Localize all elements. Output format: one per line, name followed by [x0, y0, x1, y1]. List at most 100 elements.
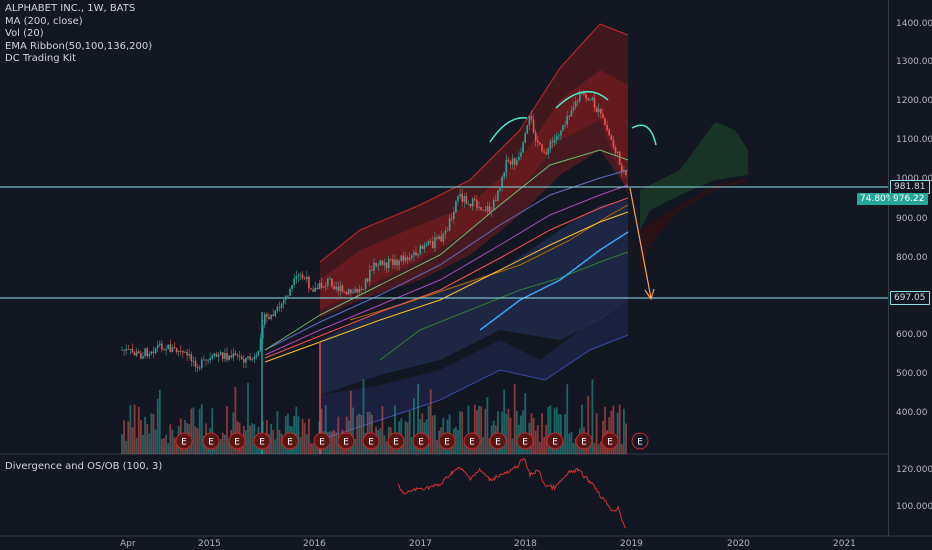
volume-bar [169, 424, 172, 454]
volume-bar [560, 414, 562, 454]
candle-body [480, 207, 482, 211]
candle-body [530, 116, 533, 120]
divergence-line [397, 457, 627, 529]
symbol-label[interactable]: ALPHABET INC., 1W, BATS [5, 3, 136, 14]
volume-bar [476, 410, 478, 454]
candle-body [589, 99, 592, 101]
volume-bar [249, 425, 251, 454]
price-tick: 400.00 [896, 408, 928, 418]
volume-bar [333, 430, 335, 454]
candle-body [280, 303, 283, 308]
volume-bar [486, 397, 489, 454]
divergence-legend[interactable]: Divergence and OS/OB (100, 3) [5, 461, 163, 472]
candle-body [537, 140, 539, 143]
volume-bar [534, 430, 537, 454]
volume-bar [539, 441, 541, 454]
earnings-marker[interactable]: E [463, 432, 481, 450]
candle-body [492, 199, 495, 211]
earnings-marker[interactable]: E [313, 432, 331, 450]
candle-body [507, 159, 510, 162]
volume-bar [156, 398, 159, 454]
indicator-ma[interactable]: MA (200, close) [5, 15, 83, 27]
left-shoulder-arc[interactable] [489, 116, 528, 143]
volume-bar [215, 441, 218, 454]
volume-bar [337, 416, 340, 454]
candle-body [251, 359, 253, 361]
volume-bar [543, 436, 545, 454]
svg-text:E: E [469, 438, 475, 448]
indicator-ema-ribbon[interactable]: EMA Ribbon(50,100,136,200) [5, 40, 153, 52]
candle-body [436, 237, 438, 239]
earnings-marker[interactable]: E [575, 432, 593, 450]
earnings-marker[interactable]: E [516, 432, 534, 450]
indicator-dc-trading-kit[interactable]: DC Trading Kit [5, 53, 76, 65]
volume-bar [278, 429, 281, 454]
earnings-marker[interactable]: E [387, 432, 405, 450]
candle-body [465, 196, 468, 205]
candle-body [450, 218, 453, 220]
current-price-tag[interactable]: 976.22 [890, 193, 928, 205]
earnings-marker[interactable]: E [631, 432, 649, 450]
projection-cloud [640, 122, 748, 275]
volume-bar [127, 421, 130, 454]
candle-body [560, 130, 562, 136]
volume-bar [276, 411, 279, 454]
indicator-vol[interactable]: Vol (20) [5, 28, 44, 40]
earnings-marker[interactable]: E [362, 432, 380, 450]
candle-body [551, 141, 554, 143]
projection-arrow[interactable] [629, 187, 655, 301]
upper-band-cloud [320, 24, 628, 318]
candle-body [253, 356, 256, 360]
candle-body [217, 355, 220, 357]
resistance-price-tag[interactable]: 981.81 [890, 180, 930, 194]
candle-body [127, 349, 130, 350]
candle-body [593, 97, 596, 108]
volume-bar [524, 393, 527, 454]
candle-body [417, 253, 419, 256]
earnings-marker[interactable]: E [253, 432, 271, 450]
candle-body [123, 349, 125, 351]
candle-body [278, 307, 281, 308]
price-axis[interactable] [888, 0, 932, 536]
earnings-marker[interactable]: E [438, 432, 456, 450]
earnings-marker[interactable]: E [228, 432, 246, 450]
earnings-marker[interactable]: E [412, 432, 430, 450]
candle-body [255, 354, 258, 357]
support-price-tag[interactable]: 697.05 [890, 291, 930, 305]
earnings-marker[interactable]: E [337, 432, 355, 450]
candle-body [488, 206, 491, 212]
candle-body [314, 287, 316, 292]
earnings-marker[interactable]: E [601, 432, 619, 450]
right-shoulder-arc[interactable] [631, 124, 657, 146]
candle-body [148, 353, 151, 356]
svg-text:E: E [343, 438, 349, 448]
volume-bar [314, 443, 317, 454]
volume-bar [146, 424, 149, 454]
candle-body [358, 288, 361, 293]
volume-bar [413, 398, 415, 454]
candle-body [266, 314, 268, 317]
candle-body [608, 129, 610, 136]
head-arc[interactable] [555, 90, 609, 109]
earnings-marker[interactable]: E [175, 432, 193, 450]
volume-bar [530, 413, 533, 454]
volume-bar [135, 437, 138, 454]
candle-body [390, 259, 392, 260]
earnings-marker[interactable]: E [202, 432, 220, 450]
volume-bar [515, 410, 518, 454]
earnings-marker[interactable]: E [281, 432, 299, 450]
candlestick-series[interactable] [121, 89, 627, 373]
svg-text:E: E [522, 438, 528, 448]
earnings-marker[interactable]: E [546, 432, 564, 450]
volume-bar [408, 411, 411, 454]
candle-body [173, 347, 176, 349]
price-tick: 1400.00 [896, 19, 932, 29]
candle-body [356, 289, 358, 293]
candle-body [474, 198, 476, 201]
candle-body [446, 230, 449, 232]
svg-text:E: E [495, 438, 501, 448]
earnings-marker[interactable]: E [489, 432, 507, 450]
candle-body [469, 203, 472, 207]
